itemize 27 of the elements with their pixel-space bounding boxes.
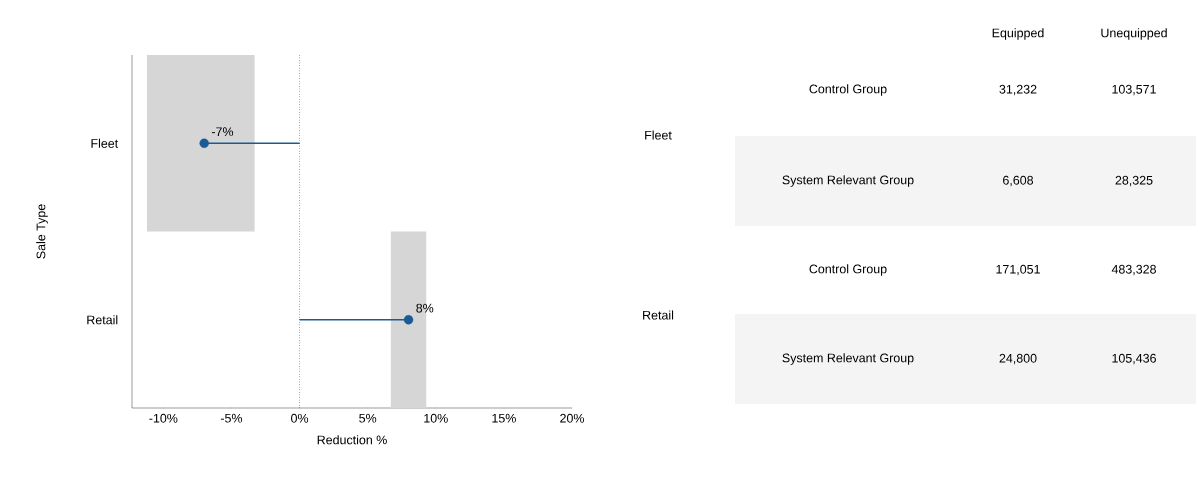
x-axis-title: Reduction % — [317, 435, 387, 445]
category-label: System Relevant Group — [782, 353, 914, 365]
category-label: Control Group — [809, 84, 887, 96]
text: 103,571 — [1112, 84, 1156, 96]
x-tick-label: 0% — [291, 413, 309, 423]
data-label: -7% — [211, 127, 234, 137]
category-label: Retail — [643, 310, 674, 320]
category-label: Equipped — [992, 28, 1044, 40]
category-label: Control Group — [809, 264, 887, 276]
x-tick-label: 20% — [560, 413, 585, 423]
text: 6,608 — [1003, 175, 1034, 187]
category-label: System Relevant Group — [782, 175, 914, 187]
data-label: 8% — [416, 303, 434, 313]
x-tick-label: 10% — [424, 413, 448, 423]
x-tick-label: 5% — [359, 413, 377, 423]
x-tick-label: 15% — [492, 413, 516, 423]
y-axis-title: Sale Type — [36, 204, 48, 259]
text: 105,436 — [1112, 353, 1156, 365]
x-tick-label: -10% — [149, 413, 178, 423]
text: 31,232 — [999, 84, 1037, 96]
text: 24,800 — [999, 353, 1037, 365]
text: 483,328 — [1111, 264, 1156, 276]
x-tick-label: -5% — [220, 413, 243, 423]
text: 171,051 — [996, 264, 1040, 276]
text: 28,325 — [1115, 175, 1153, 187]
category-label: Unequipped — [1101, 28, 1167, 40]
category-label: Fleet — [645, 130, 672, 140]
